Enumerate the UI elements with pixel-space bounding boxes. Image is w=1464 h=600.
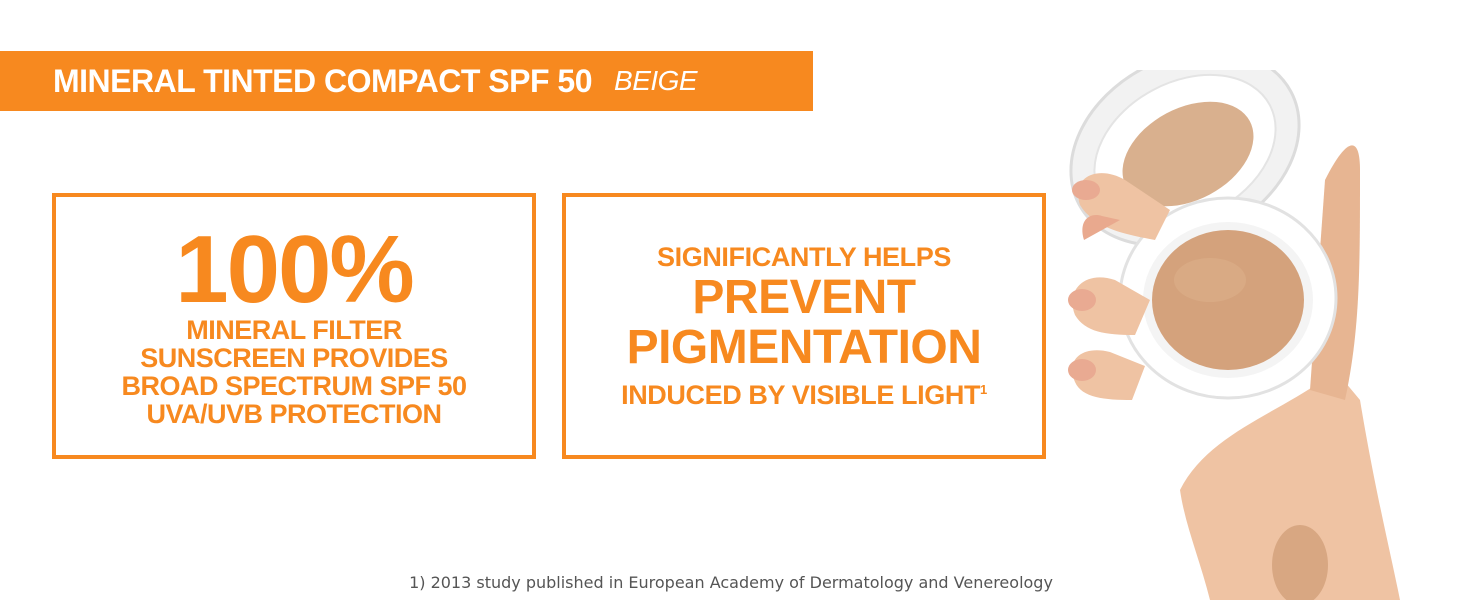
title-banner: MINERAL TINTED COMPACT SPF 50 BEIGE — [0, 51, 813, 111]
claim-emphasis: PIGMENTATION — [626, 320, 982, 374]
footnote-marker: 1 — [980, 381, 987, 397]
claim-line: BROAD SPECTRUM SPF 50 — [121, 371, 467, 401]
claim-lead: SIGNIFICANTLY HELPS — [657, 241, 951, 272]
claim-stat: 100% — [175, 216, 415, 323]
product-variant: BEIGE — [614, 65, 698, 96]
footnote: 1) 2013 study published in European Acad… — [0, 573, 1464, 592]
claim-emphasis: PREVENT — [692, 270, 916, 324]
product-title: MINERAL TINTED COMPACT SPF 50 — [53, 62, 593, 99]
claim-line: SUNSCREEN PROVIDES — [140, 343, 448, 373]
claim-tail-text: INDUCED BY VISIBLE LIGHT — [621, 379, 981, 410]
claim-tail: INDUCED BY VISIBLE LIGHT1 — [621, 373, 987, 412]
hand-holding-open-compact-icon — [1068, 70, 1400, 600]
claim-box-pigmentation: SIGNIFICANTLY HELPS PREVENT PIGMENTATION… — [562, 193, 1046, 459]
footnote-text: 1) 2013 study published in European Acad… — [409, 573, 1053, 592]
claim-line: UVA/UVB PROTECTION — [146, 399, 442, 429]
claim-box-mineral: 100% MINERAL FILTER SUNSCREEN PROVIDES B… — [52, 193, 536, 459]
claim-line: MINERAL FILTER — [186, 315, 402, 345]
